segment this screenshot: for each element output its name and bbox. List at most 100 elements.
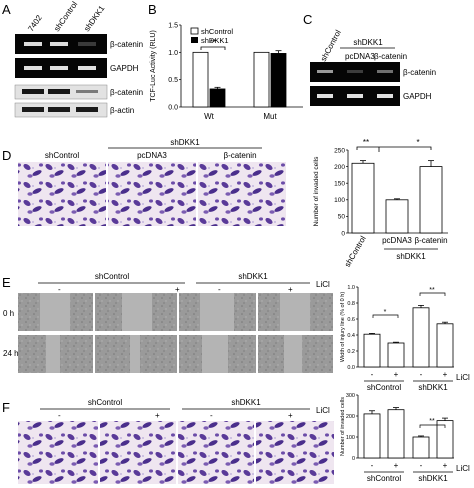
blot-band <box>347 70 363 73</box>
micrograph <box>198 162 286 226</box>
y-axis-label: TCF-Luc Activity (RLU) <box>150 30 157 102</box>
y-axis-label: Number of invaded cells <box>340 397 346 456</box>
panel-e-label: E <box>2 275 11 290</box>
bar <box>412 307 430 368</box>
blot-band <box>76 107 98 112</box>
group-label: shDKK1 <box>170 138 200 147</box>
group-label: shControl <box>88 398 122 407</box>
group-label: shDKK1 <box>231 398 261 407</box>
significance-bracket <box>419 292 446 296</box>
chart-b-bars <box>192 50 287 108</box>
sign: + <box>288 411 293 420</box>
row-label: 24 h <box>3 349 19 358</box>
panel-a-label: A <box>2 2 11 17</box>
chart-f-significance: ** <box>419 418 446 428</box>
sign: + <box>155 411 160 420</box>
blot-band <box>50 42 68 46</box>
x-tick-label: Mut <box>263 112 277 121</box>
bar <box>387 409 405 459</box>
sign: - <box>58 285 61 294</box>
micrograph <box>100 421 176 484</box>
panel-b-label: B <box>148 2 157 17</box>
y-tick-label: 0.0 <box>347 365 355 371</box>
licl-label: LiCl <box>316 280 330 289</box>
y-tick-label: 50 <box>338 214 346 221</box>
blot-label: β-catenin <box>403 68 436 77</box>
blot-band <box>24 42 42 46</box>
y-tick-label: 300 <box>346 393 355 399</box>
y-tick-label: 100 <box>346 435 355 441</box>
bar <box>387 342 405 368</box>
micrograph <box>178 421 254 484</box>
licl-label: LiCl <box>316 406 330 415</box>
y-tick-label: 0.8 <box>347 301 355 307</box>
legend-label: shDKK1 <box>201 36 229 45</box>
lane-label: pcDNA3 <box>345 52 375 61</box>
y-tick-label: 1.5 <box>168 22 178 29</box>
bar <box>412 436 430 459</box>
significance-mark: ** <box>363 138 369 147</box>
wound-gap <box>122 293 152 331</box>
y-tick-label: 200 <box>334 164 345 171</box>
group-label: shDKK1 <box>418 383 448 392</box>
significance-mark: * <box>416 138 419 147</box>
lane-label: shControl <box>52 0 79 33</box>
bar <box>363 413 381 459</box>
lane-label: 7402 <box>26 13 44 33</box>
x-tick-label: shControl <box>343 234 368 268</box>
wound-gap <box>202 335 228 373</box>
panel-c-label: C <box>303 12 312 27</box>
chart-b-legend: shControl shDKK1 <box>190 27 233 45</box>
group-label: shDKK1 <box>418 474 448 483</box>
micrograph <box>256 421 334 484</box>
invasion-images-d <box>18 162 286 226</box>
blot-band <box>76 90 98 93</box>
licl-label: LiCl <box>456 464 470 473</box>
blot-band <box>78 42 96 46</box>
invasion-images-f <box>18 421 334 484</box>
chart-b-significance: ** <box>200 38 226 50</box>
y-tick-label: 150 <box>334 180 345 187</box>
x-tick-label: - <box>420 461 423 470</box>
lane-label: β-catenin <box>374 52 407 61</box>
treatment-signs: - + - + <box>58 285 293 294</box>
x-tick-label: β-catenin <box>414 236 447 245</box>
chart-e-bars <box>363 304 454 368</box>
blot-label: GAPDH <box>403 92 432 101</box>
y-tick-label: 0.2 <box>347 349 355 355</box>
y-tick-label: 100 <box>334 197 345 204</box>
y-tick-label: 1.0 <box>168 50 178 57</box>
bar <box>253 51 270 108</box>
group-label: shDKK1 <box>238 272 268 281</box>
image-label: pcDNA3 <box>137 151 167 160</box>
western-blot-c <box>310 62 400 106</box>
y-tick-label: 0.5 <box>168 77 178 84</box>
chart-b: 0.0 0.5 1.0 1.5 TCF-Luc Activity (RLU) Wt Mut <box>150 22 303 121</box>
blot-band <box>317 94 333 98</box>
group-label: shDKK1 <box>396 252 426 261</box>
significance-mark: ** <box>429 287 435 294</box>
blot-label: β-catenin <box>110 40 143 49</box>
x-tick-label: + <box>394 461 399 470</box>
blot-band <box>78 66 96 70</box>
blot-band <box>317 70 333 73</box>
group-label: shDKK1 <box>353 38 383 47</box>
wound-images-e <box>18 293 333 373</box>
chart-d-significance: ** * <box>356 138 432 152</box>
panel-a-blot-labels: β-catenin GAPDH β-catenin β-actin <box>110 40 143 115</box>
micrograph <box>18 162 106 226</box>
image-label: shControl <box>45 151 79 160</box>
x-tick-label: - <box>420 370 423 379</box>
blot-band <box>377 70 393 73</box>
wound-gap <box>280 293 310 331</box>
micrograph <box>18 421 98 484</box>
blot-label: β-actin <box>110 106 134 115</box>
chart-d-bars <box>351 160 443 234</box>
treatment-signs: - + - + <box>58 411 293 420</box>
y-axis-label: Width of injury line (% of 0 h) <box>340 292 346 362</box>
significance-mark: * <box>384 309 387 316</box>
